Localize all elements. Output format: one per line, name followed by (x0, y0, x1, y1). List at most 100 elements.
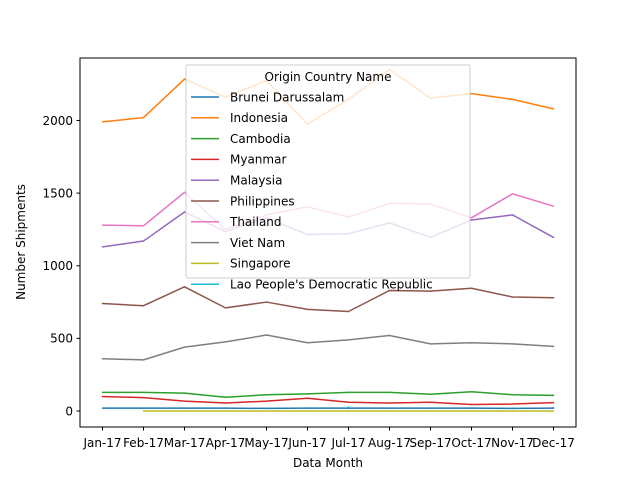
data-point (348, 311, 350, 313)
x-axis-label: Data Month (293, 456, 363, 470)
data-point (389, 407, 391, 409)
data-point (266, 334, 268, 336)
legend-label: Indonesia (230, 111, 288, 125)
y-tick-label: 1000 (42, 259, 73, 273)
data-point (553, 205, 555, 207)
data-point (266, 408, 268, 410)
y-tick-label: 500 (50, 332, 73, 346)
data-point (225, 396, 227, 398)
y-axis-label: Number Shipments (14, 184, 28, 300)
data-point (143, 305, 145, 307)
data-point (184, 346, 186, 348)
data-point (225, 307, 227, 309)
data-point (225, 410, 227, 412)
data-point (348, 339, 350, 341)
data-point (184, 192, 186, 194)
data-point (102, 392, 104, 394)
data-point (512, 394, 514, 396)
data-point (348, 402, 350, 404)
data-point (307, 397, 309, 399)
legend-label: Myanmar (230, 153, 286, 167)
data-point (143, 359, 145, 361)
data-point (471, 410, 473, 412)
data-point (430, 402, 432, 404)
data-point (512, 408, 514, 410)
data-point (143, 240, 145, 242)
data-point (307, 410, 309, 412)
data-point (102, 358, 104, 360)
data-point (471, 288, 473, 290)
legend-label: Viet Nam (230, 236, 285, 250)
data-point (348, 406, 350, 408)
data-point (553, 402, 555, 404)
data-point (553, 407, 555, 409)
data-point (471, 404, 473, 406)
data-point (307, 342, 309, 344)
data-point (553, 297, 555, 299)
data-point (143, 397, 145, 399)
legend-label: Lao People's Democratic Republic (230, 278, 433, 292)
data-point (553, 237, 555, 239)
data-point (471, 217, 473, 219)
data-point (102, 121, 104, 123)
data-point (471, 391, 473, 393)
data-point (102, 246, 104, 248)
data-point (102, 396, 104, 398)
x-tick-label: Jan-17 (82, 436, 121, 450)
x-tick-label: May-17 (244, 436, 288, 450)
data-point (184, 78, 186, 80)
legend-label: Malaysia (230, 174, 282, 188)
x-tick-label: Sep-17 (409, 436, 451, 450)
data-point (307, 407, 309, 409)
data-point (512, 296, 514, 298)
data-point (307, 393, 309, 395)
data-point (430, 343, 432, 345)
y-tick-label: 1500 (42, 186, 73, 200)
legend-label: Cambodia (230, 132, 291, 146)
legend-label: Brunei Darussalam (230, 90, 344, 104)
data-point (348, 410, 350, 412)
data-point (389, 410, 391, 412)
data-point (553, 108, 555, 110)
data-point (430, 407, 432, 409)
data-point (512, 343, 514, 345)
data-point (266, 394, 268, 396)
data-point (512, 99, 514, 101)
x-tick-label: Oct-17 (451, 436, 491, 450)
data-point (102, 407, 104, 409)
data-point (102, 224, 104, 226)
data-point (389, 402, 391, 404)
x-tick-label: Aug-17 (368, 436, 411, 450)
data-point (143, 392, 145, 394)
data-point (266, 400, 268, 402)
data-point (553, 410, 555, 412)
data-point (143, 410, 145, 412)
data-point (512, 193, 514, 195)
legend-title: Origin Country Name (265, 70, 392, 84)
data-point (266, 301, 268, 303)
data-point (184, 392, 186, 394)
data-point (471, 93, 473, 95)
data-point (225, 402, 227, 404)
data-point (471, 219, 473, 221)
data-point (348, 392, 350, 394)
data-point (553, 395, 555, 397)
data-point (143, 407, 145, 409)
data-point (143, 117, 145, 119)
data-point (266, 410, 268, 412)
legend-label: Philippines (230, 194, 295, 208)
legend-label: Thailand (229, 215, 282, 229)
data-point (430, 394, 432, 396)
x-tick-label: Feb-17 (123, 436, 164, 450)
data-point (225, 341, 227, 343)
y-tick-label: 2000 (42, 114, 73, 128)
legend: Origin Country Name Brunei Darussalam Ind… (186, 65, 470, 292)
data-point (307, 309, 309, 311)
x-tick-label: Apr-17 (206, 436, 246, 450)
data-point (512, 410, 514, 412)
data-point (225, 407, 227, 409)
data-point (143, 225, 145, 227)
data-point (184, 286, 186, 288)
data-point (471, 342, 473, 344)
